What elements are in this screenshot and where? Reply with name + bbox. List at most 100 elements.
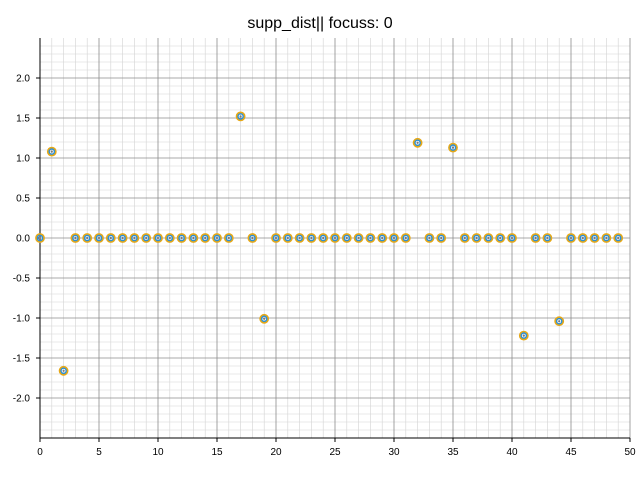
data-point-inner-ring (249, 234, 256, 242)
data-point-inner-ring (426, 234, 433, 242)
data-point-center (204, 236, 207, 240)
data-point-outer-ring (436, 233, 447, 243)
data-point-inner-ring (308, 234, 315, 242)
data-point-inner-ring (154, 234, 162, 242)
data-point (471, 233, 482, 243)
data-point-outer-ring (459, 233, 470, 243)
data-point (436, 233, 447, 243)
data-point (306, 233, 317, 243)
x-tick-label: 45 (565, 447, 577, 458)
data-point-outer-ring (235, 111, 246, 122)
data-point-inner-ring (532, 234, 539, 242)
data-point-center (569, 236, 573, 240)
data-point-center (534, 236, 537, 240)
data-point (153, 233, 163, 243)
x-tick-label: 5 (96, 447, 102, 458)
data-point-center (605, 236, 608, 240)
chart-title: supp_dist|| focuss: 0 (247, 15, 392, 32)
data-point-outer-ring (412, 137, 423, 148)
data-point (212, 233, 222, 243)
data-point-inner-ring (496, 234, 504, 242)
data-point (58, 365, 69, 376)
data-point-inner-ring (213, 234, 221, 242)
data-point-outer-ring (294, 233, 305, 243)
data-point (235, 111, 246, 122)
data-point-outer-ring (471, 233, 482, 243)
y-tick-label: -2.0 (13, 394, 31, 405)
data-point-outer-ring (282, 233, 293, 243)
data-point-center (428, 236, 431, 240)
data-point-outer-ring (70, 233, 81, 243)
data-point-outer-ring (424, 233, 435, 243)
data-point-outer-ring (82, 233, 93, 243)
data-point-outer-ring (259, 313, 270, 324)
data-point (117, 233, 128, 243)
data-point-center (215, 236, 219, 240)
x-tick-label: 35 (447, 447, 459, 458)
x-axis-ticks: 0 5 10 15 20 25 30 35 40 45 50 (37, 438, 636, 458)
data-point-center (168, 236, 171, 240)
data-point-outer-ring (164, 233, 175, 243)
data-point (164, 233, 175, 243)
data-point-outer-ring (153, 233, 163, 243)
data-point-inner-ring (567, 234, 575, 242)
data-point (82, 233, 93, 243)
data-point-center (298, 236, 301, 240)
data-point-center (156, 236, 160, 240)
data-point (530, 233, 541, 243)
data-point (542, 233, 553, 243)
data-point-center (522, 334, 525, 337)
data-point-outer-ring (306, 233, 317, 243)
data-point-outer-ring (200, 233, 211, 243)
data-point-inner-ring (166, 234, 174, 242)
x-tick-label: 40 (506, 447, 518, 458)
data-point-outer-ring (129, 233, 140, 243)
data-point-center (392, 236, 396, 240)
data-point (424, 233, 435, 243)
data-point (70, 233, 81, 243)
data-point (259, 313, 270, 324)
x-tick-label: 10 (152, 447, 164, 458)
data-point (589, 233, 600, 243)
data-point-inner-ring (284, 234, 292, 242)
data-point-outer-ring (377, 233, 388, 243)
data-point (341, 233, 352, 243)
data-point (318, 233, 329, 243)
data-point-center (463, 236, 466, 240)
y-tick-label: -1.5 (13, 354, 31, 365)
data-point (566, 233, 576, 243)
data-point-outer-ring (601, 233, 612, 243)
data-point (400, 233, 411, 243)
data-point-outer-ring (400, 233, 411, 243)
data-point-inner-ring (591, 234, 598, 242)
data-point (271, 233, 281, 243)
data-point-inner-ring (414, 139, 421, 147)
data-point-inner-ring (437, 234, 445, 242)
data-point (330, 233, 340, 243)
data-point-center (546, 236, 549, 240)
data-point-inner-ring (72, 234, 79, 242)
data-point (282, 233, 293, 243)
data-point-center (145, 236, 148, 240)
data-point-center (369, 236, 372, 240)
data-point (377, 233, 388, 243)
data-point-center (558, 320, 561, 323)
data-point-center (86, 236, 89, 240)
data-point-center (133, 236, 136, 240)
data-point-center (333, 236, 337, 240)
data-point-inner-ring (343, 234, 351, 242)
data-point (412, 137, 423, 148)
data-point-inner-ring (614, 234, 622, 242)
data-point-center (38, 236, 42, 240)
data-point-center (251, 236, 254, 240)
data-point-outer-ring (495, 233, 506, 243)
data-point-center (510, 236, 514, 240)
data-point (577, 233, 588, 243)
data-point (200, 233, 211, 243)
data-point (141, 233, 152, 243)
data-point-inner-ring (485, 234, 492, 242)
data-point-outer-ring (35, 233, 45, 243)
data-point (105, 233, 116, 243)
data-point (94, 233, 104, 243)
data-point-center (274, 236, 278, 240)
